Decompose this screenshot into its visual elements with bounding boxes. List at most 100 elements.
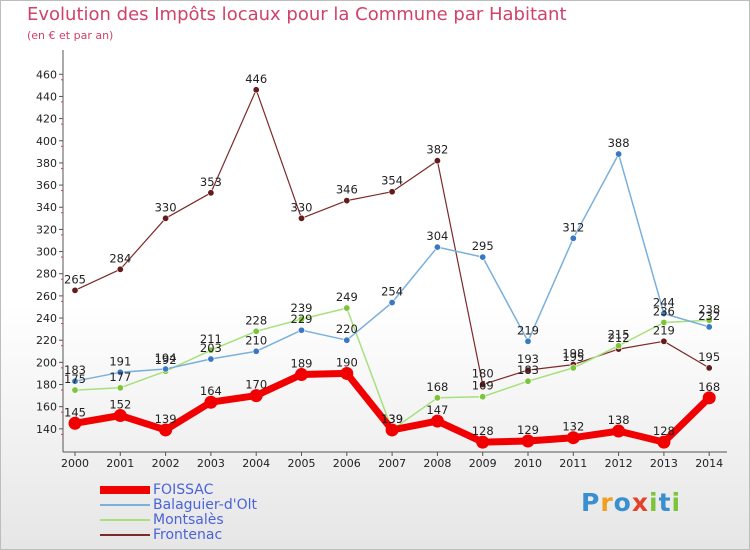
legend-label-foissac: FOISSAC [153, 482, 214, 498]
data-label-foissac: 128 [653, 424, 675, 438]
chart-title: Evolution des Impôts locaux pour la Comm… [27, 4, 567, 25]
data-label-balaguier-d-olt: 219 [517, 323, 539, 337]
y-tick-label: 380 [36, 157, 57, 170]
data-point-foissac [476, 435, 490, 449]
data-label-foissac: 189 [291, 357, 313, 371]
data-point-montsal-s [116, 384, 124, 392]
data-label-frontenac: 382 [426, 143, 448, 157]
logo-letter: i [671, 488, 682, 517]
legend-swatch-balaguier-d-olt [100, 504, 150, 506]
data-label-foissac: 168 [698, 380, 720, 394]
data-point-balaguier-d-olt [297, 326, 305, 334]
data-point-foissac [657, 435, 671, 449]
legend-label-balaguier-d-olt: Balaguier-d'Olt [153, 497, 257, 513]
data-label-balaguier-d-olt: 210 [245, 333, 267, 347]
data-label-frontenac: 198 [562, 347, 584, 361]
data-label-frontenac: 353 [200, 175, 222, 189]
y-tick-label: 460 [36, 68, 57, 81]
data-point-montsal-s [569, 364, 577, 372]
data-label-foissac: 128 [472, 424, 494, 438]
data-label-montsal-s: 215 [608, 328, 630, 342]
data-point-montsal-s [660, 318, 668, 326]
x-tick-label: 2006 [333, 457, 361, 470]
data-point-montsal-s [479, 393, 487, 401]
data-label-foissac: 132 [562, 420, 584, 434]
data-label-balaguier-d-olt: 312 [562, 220, 584, 234]
x-tick-label: 2009 [469, 457, 497, 470]
data-point-balaguier-d-olt [660, 310, 668, 318]
y-tick-label: 260 [36, 290, 57, 303]
data-point-foissac [249, 389, 263, 403]
x-tick-label: 2012 [605, 457, 633, 470]
x-tick-label: 2011 [559, 457, 587, 470]
y-tick-label: 180 [36, 379, 57, 392]
data-point-frontenac [388, 188, 396, 196]
data-label-frontenac: 354 [381, 174, 403, 188]
data-label-frontenac: 180 [472, 367, 494, 381]
data-label-balaguier-d-olt: 220 [336, 322, 358, 336]
data-point-frontenac [207, 189, 215, 197]
data-point-montsal-s [71, 386, 79, 394]
data-point-frontenac [705, 364, 713, 372]
x-tick-label: 2003 [197, 457, 225, 470]
data-label-balaguier-d-olt: 388 [608, 136, 630, 150]
data-point-balaguier-d-olt [479, 253, 487, 261]
data-point-balaguier-d-olt [705, 323, 713, 331]
data-point-foissac [430, 414, 444, 428]
data-label-balaguier-d-olt: 183 [64, 363, 86, 377]
data-point-balaguier-d-olt [569, 234, 577, 242]
data-label-foissac: 139 [155, 412, 177, 426]
data-label-montsal-s: 175 [64, 372, 86, 386]
data-point-montsal-s [524, 377, 532, 385]
data-label-foissac: 138 [608, 413, 630, 427]
data-point-foissac [295, 368, 308, 382]
y-tick-label: 360 [36, 179, 57, 192]
x-tick-label: 2010 [514, 457, 542, 470]
data-label-balaguier-d-olt: 203 [200, 341, 222, 355]
data-point-balaguier-d-olt [524, 337, 532, 345]
data-point-frontenac [524, 366, 532, 374]
data-label-foissac: 190 [336, 355, 358, 369]
data-point-balaguier-d-olt [615, 150, 623, 158]
data-point-foissac [566, 431, 580, 445]
data-point-balaguier-d-olt [388, 299, 396, 307]
data-point-montsal-s [207, 346, 215, 354]
data-label-foissac: 164 [200, 384, 222, 398]
data-label-balaguier-d-olt: 194 [155, 351, 177, 365]
data-label-montsal-s: 177 [109, 370, 131, 384]
data-point-foissac [113, 409, 127, 423]
legend-label-montsal-s: Montsalès [153, 512, 224, 528]
data-point-foissac [68, 416, 82, 430]
data-point-frontenac [71, 286, 79, 294]
data-point-balaguier-d-olt [162, 365, 170, 373]
logo-letter: P [581, 488, 601, 517]
data-label-montsal-s: 239 [291, 301, 313, 315]
data-label-montsal-s: 139 [381, 412, 403, 426]
data-label-frontenac: 265 [64, 272, 86, 286]
data-label-frontenac: 330 [291, 200, 313, 214]
data-label-balaguier-d-olt: 254 [381, 285, 403, 299]
data-label-frontenac: 330 [155, 200, 177, 214]
data-point-montsal-s [433, 394, 441, 402]
y-tick-label: 280 [36, 268, 57, 281]
data-label-balaguier-d-olt: 304 [426, 229, 448, 243]
data-label-frontenac: 446 [245, 72, 267, 86]
data-label-foissac: 145 [64, 405, 86, 419]
x-tick-label: 2014 [695, 457, 723, 470]
data-label-frontenac: 195 [698, 350, 720, 364]
logo-letter: t [658, 488, 672, 517]
x-tick-label: 2001 [106, 457, 134, 470]
logo-letter: x [631, 488, 649, 517]
data-point-montsal-s [615, 342, 623, 350]
y-tick-label: 340 [36, 201, 57, 214]
data-point-foissac [159, 423, 173, 437]
data-label-foissac: 147 [426, 403, 448, 417]
data-point-montsal-s [297, 315, 305, 323]
y-tick-label: 240 [36, 312, 57, 325]
data-point-frontenac [162, 214, 170, 222]
data-label-montsal-s: 249 [336, 290, 358, 304]
data-label-montsal-s: 238 [698, 302, 720, 316]
x-tick-label: 2008 [423, 457, 451, 470]
y-tick-label: 300 [36, 246, 57, 259]
data-label-montsal-s: 192 [155, 353, 177, 367]
